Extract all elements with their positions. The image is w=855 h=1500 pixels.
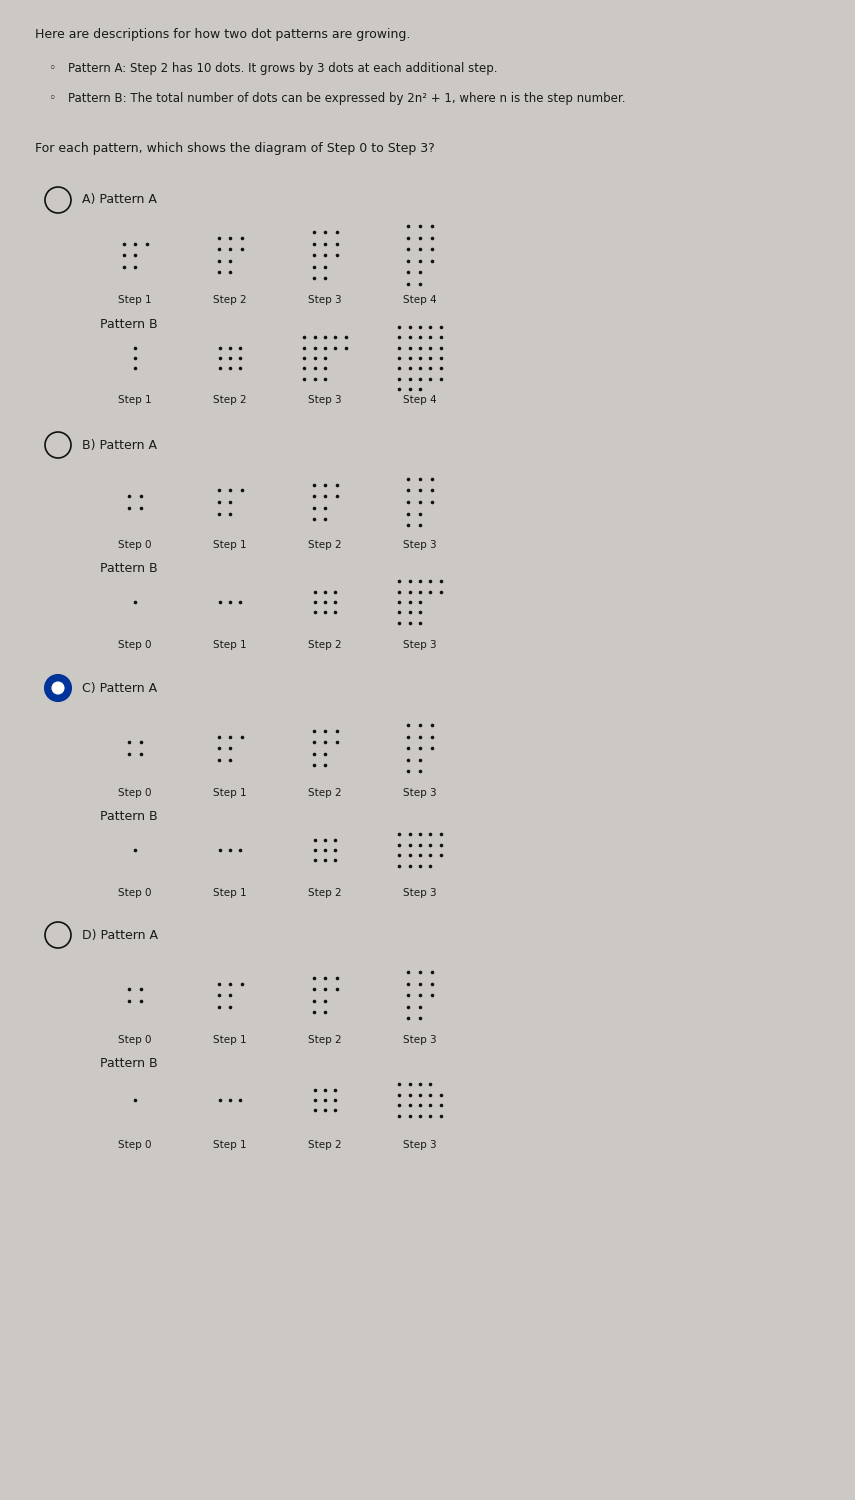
Text: For each pattern, which shows the diagram of Step 0 to Step 3?: For each pattern, which shows the diagra…: [35, 142, 434, 154]
Text: Step 1: Step 1: [118, 394, 152, 405]
Text: Step 3: Step 3: [404, 1140, 437, 1150]
Text: Step 0: Step 0: [118, 640, 151, 650]
Text: Step 0: Step 0: [118, 1140, 151, 1150]
Text: ◦: ◦: [48, 62, 56, 75]
Text: Step 2: Step 2: [308, 540, 342, 550]
Text: Step 0: Step 0: [118, 788, 151, 798]
Text: Pattern B: Pattern B: [100, 562, 157, 574]
Text: Step 3: Step 3: [308, 394, 342, 405]
Text: Pattern B: Pattern B: [100, 810, 157, 824]
Text: Pattern B: The total number of dots can be expressed by 2n² + 1, where n is the : Pattern B: The total number of dots can …: [68, 92, 626, 105]
Text: Step 4: Step 4: [404, 296, 437, 304]
Text: Pattern B: Pattern B: [100, 318, 157, 332]
Text: Step 2: Step 2: [308, 1140, 342, 1150]
Text: Step 1: Step 1: [213, 640, 247, 650]
Text: Pattern A: Step 2 has 10 dots. It grows by 3 dots at each additional step.: Pattern A: Step 2 has 10 dots. It grows …: [68, 62, 498, 75]
Text: Step 1: Step 1: [213, 540, 247, 550]
Text: ◦: ◦: [48, 92, 56, 105]
Text: Step 3: Step 3: [404, 888, 437, 898]
Text: Step 3: Step 3: [308, 296, 342, 304]
Text: Step 3: Step 3: [404, 788, 437, 798]
Text: A) Pattern A: A) Pattern A: [82, 194, 156, 207]
Text: Step 2: Step 2: [213, 296, 247, 304]
Text: Step 0: Step 0: [118, 540, 151, 550]
Text: Step 2: Step 2: [213, 394, 247, 405]
Text: Step 0: Step 0: [118, 1035, 151, 1046]
Text: Step 1: Step 1: [213, 888, 247, 898]
Circle shape: [52, 682, 64, 694]
Text: Step 0: Step 0: [118, 888, 151, 898]
Text: Step 1: Step 1: [213, 1035, 247, 1046]
Text: Step 3: Step 3: [404, 540, 437, 550]
Text: Here are descriptions for how two dot patterns are growing.: Here are descriptions for how two dot pa…: [35, 28, 410, 40]
Text: Pattern B: Pattern B: [100, 1058, 157, 1070]
Text: C) Pattern A: C) Pattern A: [82, 681, 157, 694]
Circle shape: [45, 675, 71, 700]
Text: Step 2: Step 2: [308, 640, 342, 650]
Text: Step 2: Step 2: [308, 888, 342, 898]
Text: Step 3: Step 3: [404, 1035, 437, 1046]
Text: Step 2: Step 2: [308, 788, 342, 798]
Text: Step 1: Step 1: [213, 1140, 247, 1150]
Text: Step 1: Step 1: [213, 788, 247, 798]
Text: D) Pattern A: D) Pattern A: [82, 928, 158, 942]
Text: Step 2: Step 2: [308, 1035, 342, 1046]
Text: B) Pattern A: B) Pattern A: [82, 438, 157, 452]
Text: Step 1: Step 1: [118, 296, 152, 304]
Text: Step 3: Step 3: [404, 640, 437, 650]
Text: Step 4: Step 4: [404, 394, 437, 405]
